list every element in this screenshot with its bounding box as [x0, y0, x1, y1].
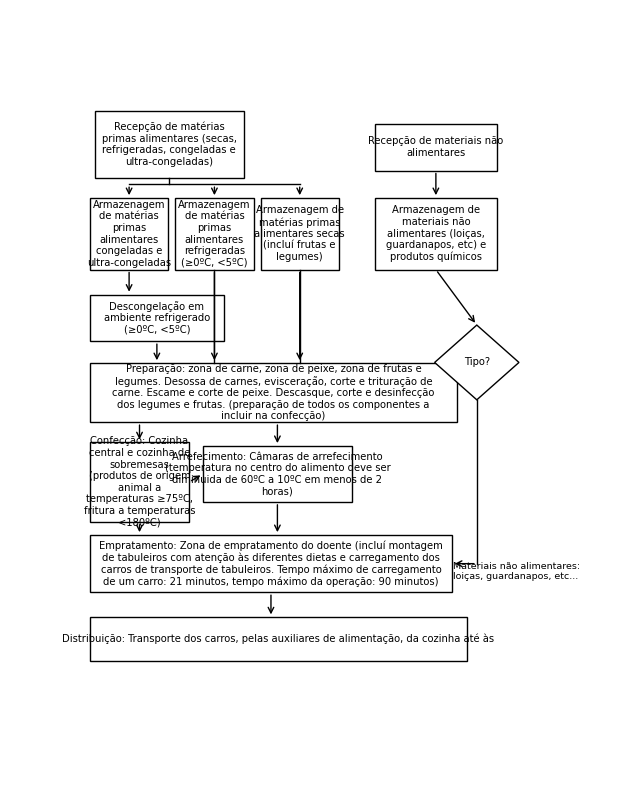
Text: Armazenagem de
matérias primas
alimentares secas
(incluí frutas e
legumes): Armazenagem de matérias primas alimentar… — [255, 205, 345, 262]
Text: Armazenagem
de matérias
primas
alimentares
refrigeradas
(≥0ºC, <5ºC): Armazenagem de matérias primas alimentar… — [178, 200, 251, 268]
FancyBboxPatch shape — [90, 617, 467, 661]
Text: Arrefecimento: Câmaras de arrefecimento
(temperatura no centro do alimento deve : Arrefecimento: Câmaras de arrefecimento … — [164, 451, 390, 497]
Text: Tipo?: Tipo? — [464, 358, 490, 367]
Text: Descongelação em
ambiente refrigerado
(≥0ºC, <5ºC): Descongelação em ambiente refrigerado … — [104, 301, 210, 335]
Text: Preparação: zona de carne, zona de peixe, zona de frutas e
legumes. Desossa de c: Preparação: zona de carne, zona de peixe… — [112, 364, 435, 421]
FancyBboxPatch shape — [260, 198, 339, 269]
FancyBboxPatch shape — [90, 535, 452, 592]
Text: Distribuição: Transporte dos carros, pelas auxiliares de alimentação, da cozinha: Distribuição: Transporte dos carros, pel… — [62, 633, 495, 644]
FancyBboxPatch shape — [375, 124, 497, 171]
FancyBboxPatch shape — [90, 294, 224, 341]
FancyBboxPatch shape — [90, 363, 457, 422]
Text: Recepção de matérias
primas alimentares (secas,
refrigeradas, congeladas e
ultra: Recepção de matérias primas alimentares … — [102, 122, 237, 167]
FancyBboxPatch shape — [375, 198, 497, 269]
FancyBboxPatch shape — [175, 198, 253, 269]
Polygon shape — [435, 325, 519, 400]
Text: Empratamento: Zona de empratamento do doente (incluí montagem
de tabuleiros com : Empratamento: Zona de empratamento do do… — [99, 540, 443, 587]
Text: Armazenagem
de matérias
primas
alimentares
congeladas e
ultra-congeladas: Armazenagem de matérias primas alimentar… — [87, 200, 171, 268]
FancyBboxPatch shape — [203, 446, 352, 502]
Text: Materiais não alimentares:
loiças, guardanapos, etc...: Materiais não alimentares: loiças, guard… — [454, 562, 580, 582]
Text: Confecção: Cozinha
central e cozinha de
sobremesas
(produtos de origem
animal a
: Confecção: Cozinha central e cozinha de … — [84, 436, 195, 527]
FancyBboxPatch shape — [90, 443, 189, 522]
FancyBboxPatch shape — [90, 198, 168, 269]
FancyBboxPatch shape — [95, 111, 244, 178]
Text: Recepção de materiais não
alimentares: Recepção de materiais não alimentares — [368, 137, 504, 158]
Text: Armazenagem de
materiais não
alimentares (loiças,
guardanapos, etc) e
produtos q: Armazenagem de materiais não alimentares… — [386, 205, 486, 262]
